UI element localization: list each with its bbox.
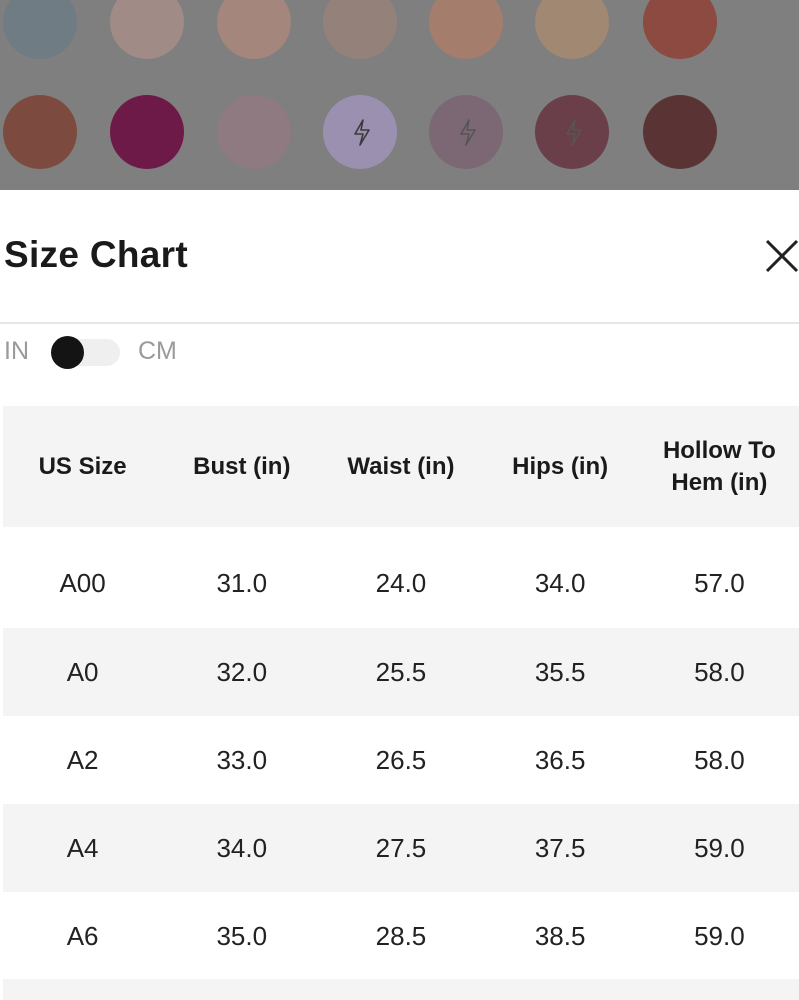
swatch-row — [3, 95, 717, 169]
column-header-text: Hips (in) — [512, 452, 609, 480]
size-cell: A0 — [3, 628, 163, 716]
table-row: A6 35.0 28.5 38.5 59.0 — [3, 892, 799, 980]
measurement-cell: 34.0 — [162, 804, 322, 892]
measurement-cell: 25.5 — [321, 628, 481, 716]
swatch[interactable] — [110, 0, 184, 59]
swatch[interactable] — [217, 0, 291, 59]
measurement-cell: 27.5 — [321, 804, 481, 892]
swatch[interactable] — [217, 95, 291, 169]
table-row: A4 34.0 27.5 37.5 59.0 — [3, 804, 799, 892]
close-button[interactable] — [764, 238, 799, 274]
column-header-text: US Size — [38, 452, 127, 480]
swatch[interactable] — [323, 95, 397, 169]
swatch[interactable] — [429, 0, 503, 59]
swatch[interactable] — [323, 0, 397, 59]
swatch[interactable] — [3, 95, 77, 169]
table-row — [3, 979, 799, 1000]
bolt-icon — [460, 119, 476, 146]
measurement-cell: 57.0 — [694, 568, 745, 598]
bolt-icons — [354, 119, 582, 146]
modal-title: Size Chart — [4, 234, 188, 275]
size-chart-modal: Size Chart IN CM US Size Bust (in) Waist (… — [0, 190, 799, 1000]
table-row: A0 32.0 25.5 35.5 58.0 — [3, 628, 799, 716]
measurement-cell: 35.0 — [216, 920, 268, 951]
column-header: Hollow To Hem (in) — [639, 406, 799, 527]
column-header-text: Hollow To Hem (in) — [662, 436, 776, 496]
measurement-cell: 35.5 — [480, 628, 640, 716]
table-body: A00 31.0 24.0 34.0 57.0 A0 32.0 25.5 35.5 58.0 A2 3… — [3, 527, 799, 980]
header-row: US Size Bust (in) Waist (in) Hips (in) Hollo… — [3, 406, 799, 527]
column-header: US Size — [3, 406, 163, 527]
column-header: Bust (in) — [162, 406, 322, 527]
size-cell: A2 — [66, 744, 99, 775]
swatch[interactable] — [643, 0, 717, 59]
color-swatch-backdrop — [0, 0, 799, 190]
measurement-cell: 32.0 — [162, 628, 322, 716]
swatch-row — [3, 0, 717, 59]
measurement-cell: 58.0 — [694, 744, 745, 775]
swatch[interactable] — [429, 95, 503, 169]
measurement-cell: 33.0 — [216, 744, 268, 775]
divider — [0, 322, 799, 324]
measurement-cell: 28.5 — [375, 920, 427, 951]
size-cell: A00 — [59, 568, 106, 598]
size-cell: A4 — [3, 804, 163, 892]
swatch[interactable] — [535, 95, 609, 169]
measurement-cell: 59.0 — [694, 920, 745, 951]
measurement-cell: 26.5 — [375, 744, 427, 775]
column-header-text: Bust (in) — [193, 452, 291, 480]
column-header-text: Waist (in) — [347, 452, 455, 480]
column-header: Hips (in) — [480, 406, 640, 527]
unit-toggle[interactable] — [51, 336, 120, 369]
unit-label[interactable]: CM — [138, 337, 177, 365]
bolt-icon — [354, 119, 370, 146]
swatch[interactable] — [3, 0, 77, 59]
measurement-cell: 31.0 — [216, 568, 268, 598]
measurement-cell: 34.0 — [534, 568, 586, 598]
measurement-cell: 38.5 — [534, 920, 586, 951]
table-row: A2 33.0 26.5 36.5 58.0 — [3, 716, 799, 804]
measurement-cell: 24.0 — [375, 568, 427, 598]
table-row: A00 31.0 24.0 34.0 57.0 — [3, 527, 799, 628]
measurement-cell: 37.5 — [480, 804, 640, 892]
size-table: US Size Bust (in) Waist (in) Hips (in) Hollo… — [3, 406, 799, 980]
measurement-cell: 36.5 — [534, 744, 586, 775]
size-cell: A6 — [66, 920, 99, 951]
column-header: Waist (in) — [321, 406, 481, 527]
bolt-icon — [566, 119, 582, 146]
toggle-knob — [51, 336, 84, 369]
swatch[interactable] — [535, 0, 609, 59]
measurement-cell: 58.0 — [639, 628, 799, 716]
swatch[interactable] — [110, 95, 184, 169]
measurement-cell: 59.0 — [639, 804, 799, 892]
unit-label[interactable]: IN — [4, 337, 29, 365]
swatch[interactable] — [643, 95, 717, 169]
